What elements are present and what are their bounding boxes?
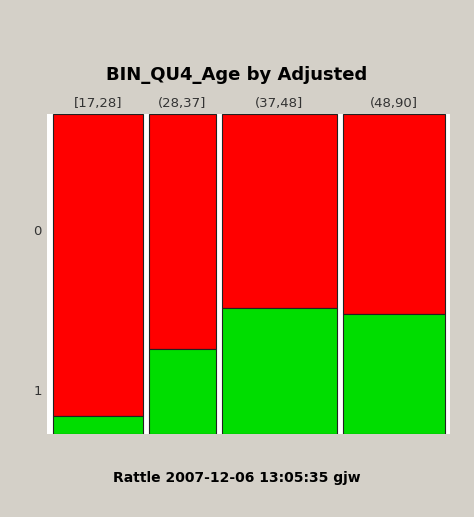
Bar <box>149 349 216 434</box>
Bar <box>53 416 144 434</box>
Bar <box>343 114 445 314</box>
Bar <box>221 114 337 308</box>
Bar <box>149 114 216 349</box>
Bar <box>53 114 144 416</box>
Text: BIN_QU4_Age by Adjusted: BIN_QU4_Age by Adjusted <box>106 66 368 84</box>
Bar <box>221 308 337 434</box>
Text: Rattle 2007-12-06 13:05:35 gjw: Rattle 2007-12-06 13:05:35 gjw <box>113 471 361 485</box>
Bar <box>343 314 445 434</box>
